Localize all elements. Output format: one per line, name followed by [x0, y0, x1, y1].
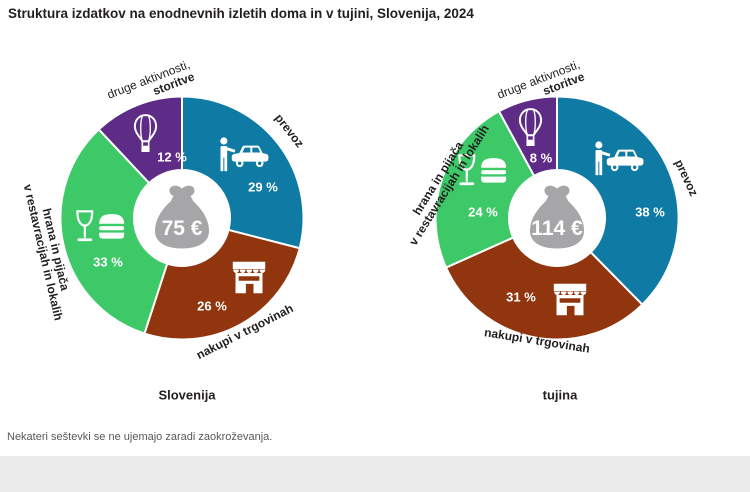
center-amount: 114 €	[531, 217, 583, 240]
percent-label-nakupi: 26 %	[197, 298, 227, 314]
hot-air-balloon-icon	[517, 107, 544, 149]
footer-bar: REPUBLIKA SLOVENIJA STATISTIČNI URAD	[0, 456, 750, 492]
percent-label-hrana: 33 %	[93, 254, 123, 270]
percent-label-druge: 8 %	[529, 150, 553, 166]
donut-chart-slovenija: 75 €	[59, 95, 305, 341]
percent-label-hrana: 24 %	[468, 204, 498, 220]
center-amount: 75 €	[162, 217, 203, 240]
percent-label-prevoz: 29 %	[248, 179, 278, 195]
page-title: Struktura izdatkov na enodnevnih izletih…	[8, 6, 474, 21]
storefront-icon	[552, 281, 588, 319]
wine-glass-and-burger-icon	[74, 209, 128, 246]
percent-label-nakupi: 31 %	[506, 289, 536, 305]
percent-label-druge: 12 %	[157, 149, 187, 165]
storefront-icon	[231, 259, 267, 297]
footnote: Nekateri seštevki se ne ujemajo zaradi z…	[7, 431, 273, 443]
chart-group-label-slovenija: Slovenija	[158, 387, 216, 403]
donut-chart-tujina: 114 €	[434, 95, 680, 341]
chart-group-label-tujina: tujina	[542, 387, 578, 403]
car-and-person-icon	[217, 137, 269, 172]
percent-label-prevoz: 38 %	[635, 204, 665, 220]
hot-air-balloon-icon	[132, 113, 159, 155]
car-and-person-icon	[592, 141, 644, 176]
